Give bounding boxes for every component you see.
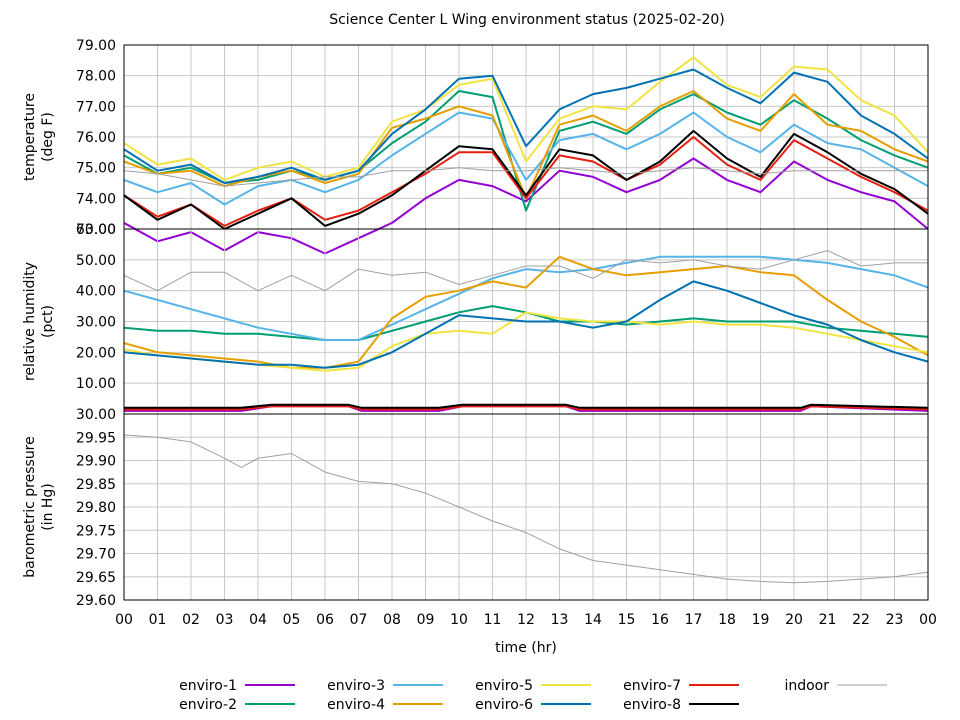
x-tick-label: 03 [216, 612, 234, 628]
x-axis-label: time (hr) [495, 640, 557, 656]
legend-label: enviro-8 [623, 697, 681, 713]
y-tick-label: 74.00 [76, 191, 116, 207]
y-tick-label: 50.00 [76, 253, 116, 269]
chart-title: Science Center L Wing environment status… [329, 12, 725, 28]
x-tick-label: 23 [886, 612, 904, 628]
y-tick-label: 29.75 [76, 523, 116, 539]
series-line-enviro-7 [123, 136, 929, 227]
y-tick-label: 29.70 [76, 547, 116, 563]
x-tick-label: 00 [919, 612, 937, 628]
y-tick-label: 29.80 [76, 500, 116, 516]
temperature-panel: 73.00 74.00 75.00 76.00 77.00 78.00 79.00 tempe… [22, 38, 929, 255]
pressure-panel: 29.60 29.65 29.70 29.75 29.80 29.85 29.90 29.95… [22, 407, 929, 609]
y-tick-label: 20.00 [76, 345, 116, 361]
y-tick-label: 77.00 [76, 99, 116, 115]
x-tick-label: 00 [115, 612, 133, 628]
x-tick-label: 02 [182, 612, 200, 628]
x-tick-label: 12 [517, 612, 535, 628]
series-line-enviro-8 [124, 403, 929, 409]
x-tick-label: 08 [383, 612, 401, 628]
x-tick-label: 17 [685, 612, 703, 628]
x-tick-label: 22 [852, 612, 870, 628]
y-axis-label: relative humidity [22, 262, 38, 381]
legend-label: enviro-5 [475, 678, 533, 694]
y-tick-label: 29.90 [76, 454, 116, 470]
series-line-enviro-7 [124, 405, 929, 411]
x-tick-label: 16 [651, 612, 669, 628]
y-tick-label: 78.00 [76, 69, 116, 85]
series-line-indoor [123, 250, 928, 292]
y-tick-label: 29.65 [76, 570, 116, 586]
x-axis: 00 01 02 03 04 05 06 07 08 09 10 11 12 13 14 15 16 17 18 19… [115, 612, 937, 628]
series-line-indoor [123, 434, 929, 584]
y-tick-label: 30.00 [76, 315, 116, 331]
x-tick-label: 07 [350, 612, 368, 628]
x-tick-label: 19 [752, 612, 770, 628]
legend: enviro-1 enviro-2 enviro-3 enviro-4 enviro-5… [179, 678, 887, 713]
x-tick-label: 20 [785, 612, 803, 628]
x-tick-label: 18 [718, 612, 736, 628]
y-tick-label: 29.60 [76, 593, 116, 609]
legend-label: enviro-7 [623, 678, 681, 694]
x-tick-label: 10 [450, 612, 468, 628]
y-axis-label: barometric pressure [22, 436, 38, 577]
legend-label: indoor [784, 678, 829, 694]
x-tick-label: 06 [316, 612, 334, 628]
y-tick-label: 10.00 [76, 376, 116, 392]
x-tick-label: 21 [819, 612, 837, 628]
x-tick-label: 01 [149, 612, 167, 628]
y-tick-label: 60.00 [76, 222, 116, 238]
series-line-enviro-5 [123, 56, 929, 181]
y-tick-label: 29.85 [76, 477, 116, 493]
series-line-enviro-2 [123, 90, 929, 212]
y-axis-label: (in Hg) [40, 483, 56, 531]
x-tick-label: 05 [283, 612, 301, 628]
plot-frame [123, 413, 929, 601]
y-axis-label: (pct) [40, 305, 56, 338]
y-tick-label: 79.00 [76, 38, 116, 54]
x-tick-label: 13 [551, 612, 569, 628]
x-tick-label: 09 [417, 612, 435, 628]
series-line-enviro-6 [123, 68, 929, 184]
series-line-enviro-8 [123, 129, 929, 230]
y-tick-label: 75.00 [76, 161, 116, 177]
y-axis-label: (deg F) [40, 112, 56, 162]
y-axis-label: temperature [22, 93, 38, 181]
y-tick-label: 76.00 [76, 130, 116, 146]
series-line-enviro-6 [123, 280, 929, 369]
x-tick-label: 11 [484, 612, 502, 628]
x-tick-label: 14 [584, 612, 602, 628]
humidity-panel: 10.00 20.00 30.00 40.00 50.00 60.00 relative h… [22, 222, 929, 415]
series-line-indoor [123, 167, 928, 187]
x-tick-label: 04 [249, 612, 267, 628]
y-tick-label: 30.00 [76, 407, 116, 423]
y-tick-label: 29.95 [76, 430, 116, 446]
x-tick-label: 15 [618, 612, 636, 628]
series-line-enviro-3 [123, 111, 929, 206]
legend-label: enviro-3 [327, 678, 385, 694]
y-tick-label: 73.00 [76, 222, 116, 238]
legend-label: enviro-2 [179, 697, 237, 713]
legend-label: enviro-4 [327, 697, 385, 713]
series-line-enviro-4 [123, 255, 929, 369]
legend-label: enviro-6 [475, 697, 533, 713]
y-tick-label: 40.00 [76, 284, 116, 300]
legend-label: enviro-1 [179, 678, 237, 694]
